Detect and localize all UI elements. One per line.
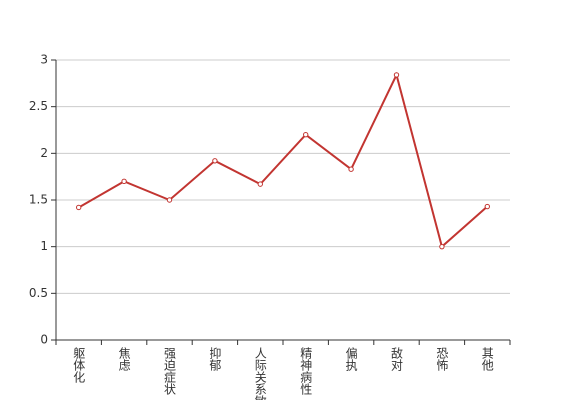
point (166, 197, 173, 203)
y-tick-label: 0.5 (29, 286, 48, 300)
point (76, 204, 82, 211)
point (212, 158, 218, 164)
point (121, 178, 127, 185)
point (348, 166, 354, 172)
x-tick-label: 人际关系敏感 (253, 347, 267, 400)
x-tick-label: 偏执 (344, 346, 358, 372)
x-tick-label: 恐怖 (435, 347, 449, 371)
y-tick-label: 0 (40, 333, 48, 347)
point (257, 181, 263, 187)
x-tick-label: 敌对 (390, 346, 404, 371)
point (484, 203, 490, 210)
line (78, 72, 488, 249)
x-tick-label: 躯体化 (72, 346, 86, 384)
y-tick-label: 2 (40, 146, 48, 160)
x-tick-label: 强迫症状 (163, 347, 177, 395)
y-tick-label: 2.5 (29, 99, 48, 113)
x-tick-label: 其他 (480, 347, 494, 371)
point (303, 131, 309, 138)
y-tick-label: 3 (40, 53, 48, 67)
point (393, 72, 400, 78)
x-tick-label: 抑郁 (208, 346, 222, 372)
y-tick-label: 1 (40, 239, 48, 253)
x-tick-label: 精神病性 (299, 347, 313, 396)
x-tick-label: 焦虑 (117, 347, 131, 371)
point (439, 243, 445, 250)
y-tick-label: 1.5 (29, 193, 48, 207)
